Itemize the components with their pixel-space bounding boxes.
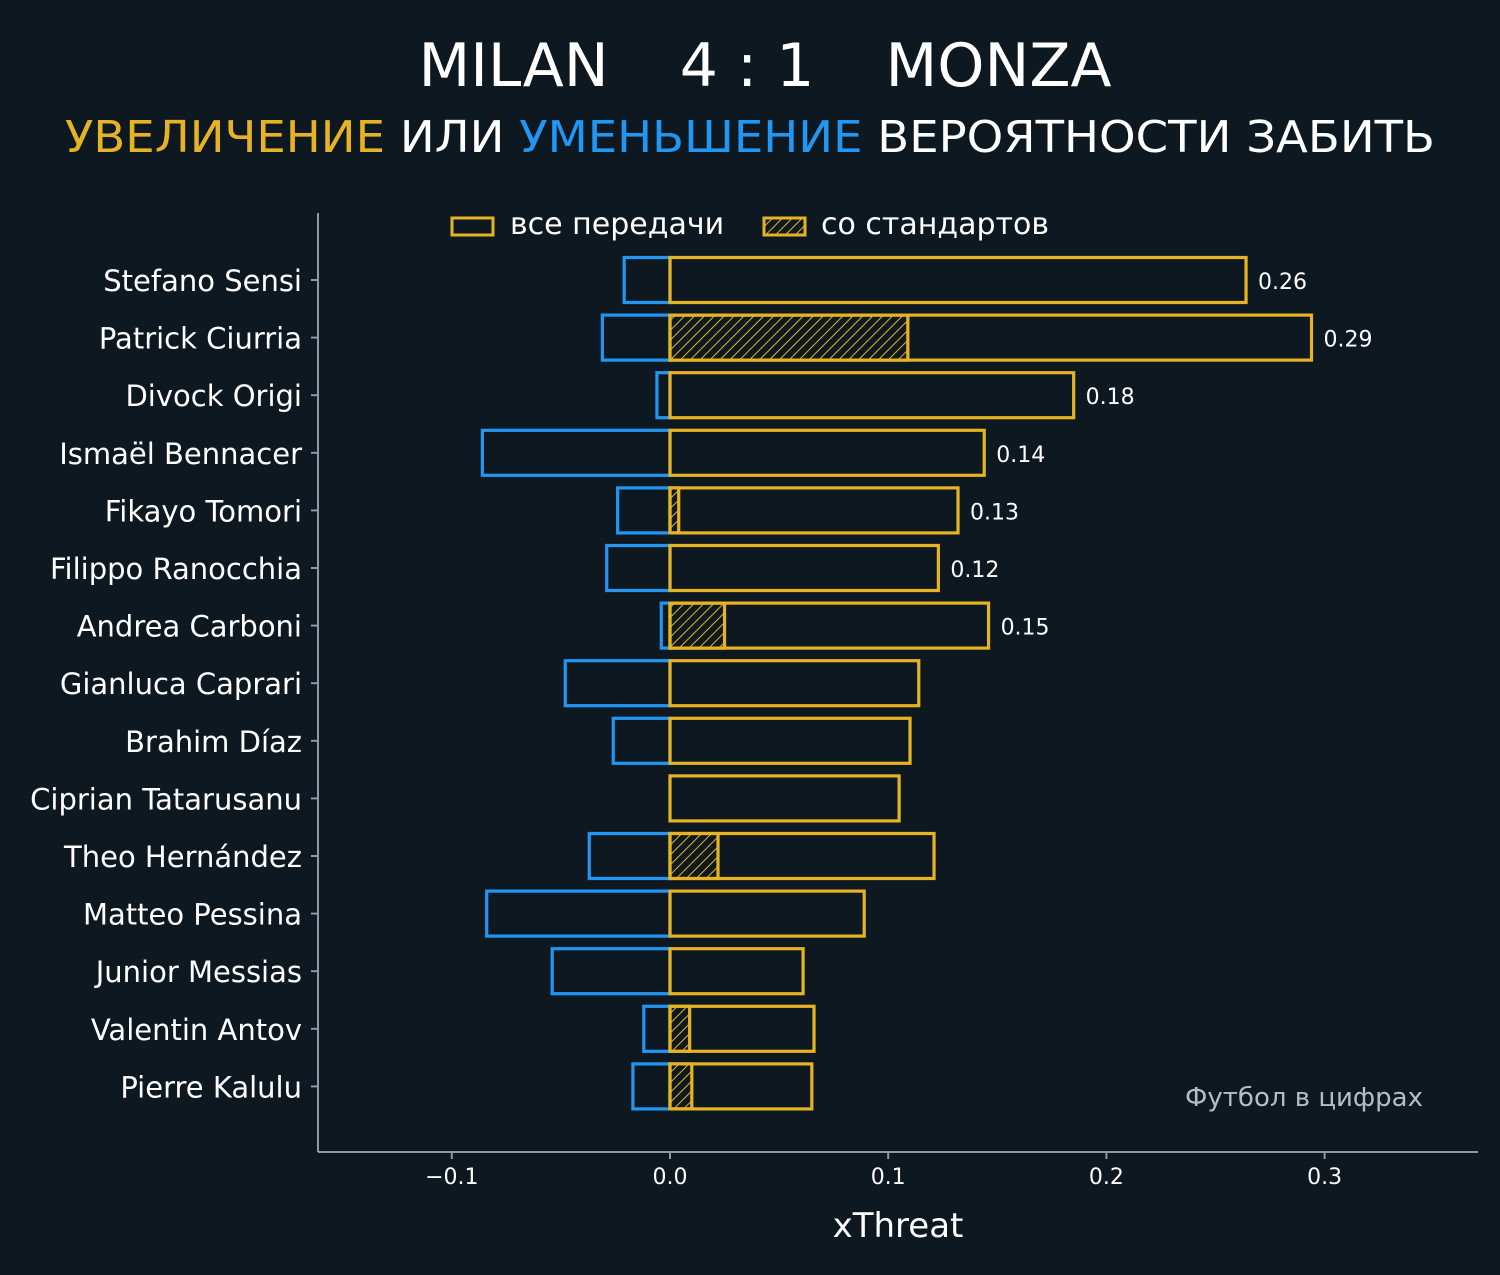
bar-setpiece-theo-hernandez [668,831,720,881]
bar-increase-brahim-diaz [668,716,912,765]
bar-increase-valentin-antov [668,1004,816,1053]
x-ticks: −0.1 0.0 0.1 0.2 0.3 [425,1152,1342,1190]
bar-increase-ismael-bennacer [668,428,986,477]
legend-swatch-set-pieces [762,216,807,237]
value-label-filippo-ranocchia: 0.12 [950,558,999,583]
home-team: MILAN [418,31,608,101]
player-label-brahim-diaz: Brahim Díaz [125,725,302,759]
bar-decrease-valentin-antov [642,1004,672,1053]
bar-increase-theo-hernandez [668,831,936,881]
chart-subtitle: УВЕЛИЧЕНИЕ ИЛИ УМЕНЬШЕНИЕ ВЕРОЯТНОСТИ ЗА… [65,112,1435,163]
legend-label-set-pieces: со стандартов [821,207,1049,242]
away-team: MONZA [886,31,1112,101]
x-tick-label: 0.2 [1089,1165,1124,1190]
bars-group: 0.26 0.29 0.18 0.14 0.13 0.12 0.15 [480,255,1373,1111]
legend-swatch-all-passes [450,216,495,237]
bar-setpiece-andrea-carboni [668,601,727,650]
bar-decrease-ismael-bennacer [480,428,672,477]
player-label-gianluca-caprari: Gianluca Caprari [60,667,302,701]
bar-decrease-matteo-pessina [485,889,672,938]
player-label-ismael-bennacer: Ismaël Bennacer [59,437,302,471]
bar-setpiece-patrick-ciurria [668,313,910,362]
bar-decrease-stefano-sensi [622,255,672,305]
bar-setpiece-valentin-antov [668,1004,692,1053]
bar-increase-junior-messias [668,947,805,996]
bar-increase-divock-origi [668,371,1076,420]
x-tick-label: 0.0 [653,1165,688,1190]
match-score: 4 : 1 [680,31,815,101]
x-tick-label: −0.1 [425,1165,478,1190]
value-label-patrick-ciurria: 0.29 [1324,328,1373,353]
bar-increase-ciprian-tatarusanu [668,774,901,823]
bar-increase-gianluca-caprari [668,659,921,708]
chart-title: MILAN 4 : 1 MONZA [418,31,1111,101]
player-labels: Stefano Sensi Patrick Ciurria Divock Origi… [30,264,318,1104]
bar-decrease-fikayo-tomori [616,486,672,535]
subtitle-increase: УВЕЛИЧЕНИЕ [65,112,385,163]
subtitle-or: ИЛИ [385,112,519,163]
value-label-ismael-bennacer: 0.14 [996,443,1045,468]
bar-decrease-brahim-diaz [611,716,672,765]
x-axis-label: xThreat [833,1206,964,1246]
player-label-theo-hernandez: Theo Hernández [63,840,302,874]
player-label-filippo-ranocchia: Filippo Ranocchia [50,552,302,586]
player-label-ciprian-tatarusanu: Ciprian Tatarusanu [30,782,302,816]
player-label-divock-origi: Divock Origi [125,379,302,413]
bar-increase-filippo-ranocchia [668,543,940,593]
bar-decrease-pierre-kalulu [631,1062,672,1111]
bar-decrease-patrick-ciurria [600,313,672,362]
bar-decrease-junior-messias [550,947,672,996]
player-label-valentin-antov: Valentin Antov [91,1013,302,1047]
legend: все передачи со стандартов [450,207,1049,242]
bar-increase-patrick-ciurria [668,313,1314,362]
bar-decrease-filippo-ranocchia [605,543,672,593]
bar-decrease-divock-origi [655,371,672,420]
subtitle-rest: ВЕРОЯТНОСТИ ЗАБИТЬ [862,112,1435,163]
player-label-fikayo-tomori: Fikayo Tomori [105,494,302,528]
player-label-pierre-kalulu: Pierre Kalulu [120,1070,302,1104]
x-tick-label: 0.1 [871,1165,906,1190]
value-label-fikayo-tomori: 0.13 [970,500,1019,525]
value-label-divock-origi: 0.18 [1086,385,1135,410]
x-tick-label: 0.3 [1307,1165,1342,1190]
bar-decrease-gianluca-caprari [563,659,672,708]
bar-increase-pierre-kalulu [668,1062,814,1111]
legend-label-all-passes: все передачи [510,207,724,242]
bar-increase-fikayo-tomori [668,486,960,535]
player-label-junior-messias: Junior Messias [94,955,302,989]
player-label-patrick-ciurria: Patrick Ciurria [99,322,302,356]
value-label-andrea-carboni: 0.15 [1001,616,1050,641]
watermark: Футбол в цифрах [1185,1083,1423,1113]
bar-setpiece-pierre-kalulu [668,1062,694,1111]
bar-increase-stefano-sensi [668,255,1248,305]
player-label-andrea-carboni: Andrea Carboni [77,610,302,644]
subtitle-decrease: УМЕНЬШЕНИЕ [519,112,862,163]
player-label-matteo-pessina: Matteo Pessina [83,898,302,932]
bar-increase-matteo-pessina [668,889,866,938]
bar-increase-andrea-carboni [668,601,991,650]
value-label-stefano-sensi: 0.26 [1258,270,1307,295]
player-label-stefano-sensi: Stefano Sensi [103,264,302,298]
bar-decrease-theo-hernandez [587,831,672,881]
